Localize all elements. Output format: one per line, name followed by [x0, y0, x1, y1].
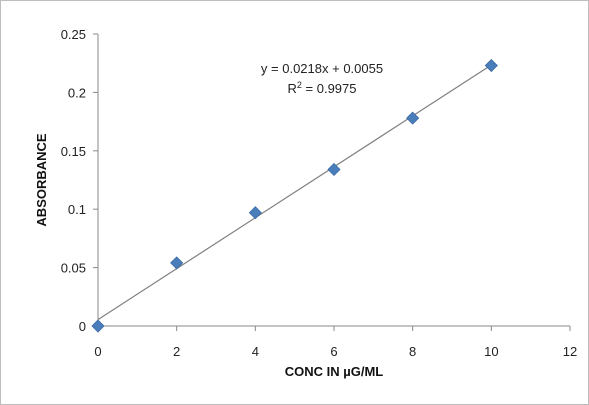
- data-point: [170, 256, 184, 270]
- x-tick-label: 12: [563, 344, 577, 359]
- y-tick-label: 0.1: [68, 202, 86, 217]
- y-tick-label: 0.05: [61, 261, 86, 276]
- r2-superscript: 2: [297, 80, 302, 90]
- trendline-equation: y = 0.0218x + 0.0055: [261, 61, 383, 76]
- trendline-layer: [97, 64, 492, 321]
- y-tick-label: 0.25: [61, 27, 86, 42]
- r2-label: R: [288, 81, 297, 96]
- data-point: [327, 162, 341, 177]
- x-tick-label: 2: [173, 344, 180, 359]
- data-point: [406, 111, 420, 125]
- y-tick-label: 0.2: [68, 85, 86, 100]
- x-tick-label: 10: [484, 344, 498, 359]
- x-tick-label: 6: [330, 344, 337, 359]
- x-axis-title: CONC IN µG/ML: [285, 364, 384, 379]
- points-layer: [91, 58, 498, 333]
- data-point: [91, 319, 105, 333]
- r2-value: = 0.9975: [302, 81, 357, 96]
- data-point: [248, 206, 262, 220]
- y-tick-label: 0.15: [61, 144, 86, 159]
- x-tick-label: 4: [252, 344, 259, 359]
- y-ticks: 0 0.05 0.1 0.15 0.2 0.25: [61, 27, 98, 334]
- data-point: [484, 58, 498, 73]
- trendline-r2: R2 = 0.9975: [288, 80, 357, 96]
- y-tick-label: 0: [79, 319, 86, 334]
- x-tick-label: 0: [94, 344, 101, 359]
- x-tick-label: 8: [409, 344, 416, 359]
- x-ticks: 0 2 4 6 8 10 12: [94, 326, 577, 359]
- trendline: [97, 64, 492, 321]
- y-axis-title: ABSORBANCE: [34, 133, 49, 227]
